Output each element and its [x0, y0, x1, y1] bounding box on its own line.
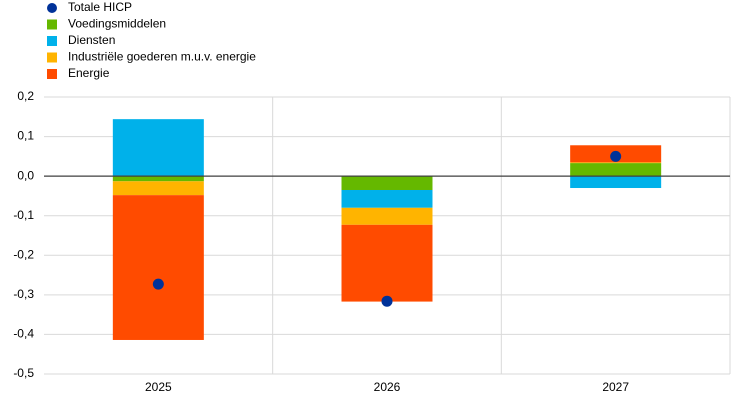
legend-marker: [47, 52, 57, 63]
bar-segment: [570, 163, 662, 177]
y-tick-label: 0,0: [17, 168, 34, 182]
bar-segment: [341, 207, 433, 225]
bar-segment: [341, 176, 433, 190]
bar-segment: [341, 189, 433, 208]
bar-segment: [112, 195, 204, 340]
x-tick-label: 2026: [374, 380, 401, 394]
legend-marker: [47, 3, 57, 13]
y-tick-label: -0,1: [13, 208, 34, 222]
bar-segment: [570, 176, 662, 189]
y-tick-label: -0,5: [13, 366, 34, 380]
legend-label: Totale HICP: [68, 0, 132, 14]
legend-marker: [47, 36, 57, 46]
x-tick-label: 2027: [602, 380, 629, 394]
bar-segment: [112, 181, 204, 196]
x-tick-label: 2025: [145, 380, 172, 394]
bar-segment: [570, 162, 662, 164]
legend-marker: [47, 19, 57, 30]
y-tick-label: -0,3: [13, 287, 34, 301]
y-tick-label: -0,2: [13, 247, 34, 261]
dot: [152, 278, 164, 290]
legend-marker: [47, 69, 57, 79]
y-tick-label: 0,2: [17, 89, 34, 103]
bar-segment: [341, 224, 433, 302]
dot: [381, 295, 393, 307]
y-tick-label: -0,4: [13, 327, 34, 341]
y-tick-label: 0,1: [17, 129, 34, 143]
bar-segment: [112, 119, 204, 177]
bar-segment: [112, 176, 204, 182]
legend-label: Industriële goederen m.u.v. energie: [68, 50, 256, 64]
legend-label: Energie: [68, 66, 110, 80]
legend-label: Diensten: [68, 33, 115, 47]
legend-label: Voedingsmiddelen: [68, 17, 166, 31]
dot: [610, 150, 622, 162]
